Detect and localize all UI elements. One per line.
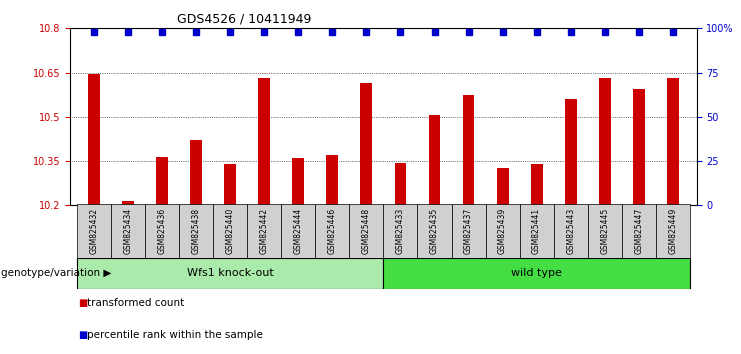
Bar: [633, 89, 645, 205]
Text: GSM825449: GSM825449: [668, 208, 677, 254]
Bar: [622, 204, 656, 258]
Bar: [384, 258, 690, 289]
Bar: [122, 201, 134, 205]
Bar: [88, 74, 100, 205]
Bar: [225, 164, 236, 205]
Text: GSM825441: GSM825441: [532, 208, 541, 254]
Text: GSM825432: GSM825432: [90, 208, 99, 254]
Bar: [394, 162, 406, 205]
Bar: [496, 169, 508, 205]
Text: GSM825446: GSM825446: [328, 208, 337, 254]
Text: GSM825448: GSM825448: [362, 208, 371, 254]
Bar: [588, 204, 622, 258]
Bar: [361, 83, 373, 205]
Text: GSM825447: GSM825447: [634, 208, 643, 254]
Bar: [213, 204, 247, 258]
Bar: [259, 79, 270, 205]
Text: GSM825439: GSM825439: [498, 208, 507, 254]
Bar: [417, 204, 451, 258]
Bar: [519, 204, 554, 258]
Bar: [350, 204, 384, 258]
Bar: [656, 204, 690, 258]
Text: GSM825442: GSM825442: [260, 208, 269, 254]
Bar: [462, 95, 474, 205]
Bar: [145, 204, 179, 258]
Bar: [667, 79, 679, 205]
Text: Wfs1 knock-out: Wfs1 knock-out: [187, 268, 273, 279]
Text: GSM825445: GSM825445: [600, 208, 609, 254]
Text: percentile rank within the sample: percentile rank within the sample: [87, 330, 263, 339]
Text: GSM825443: GSM825443: [566, 208, 575, 254]
Bar: [384, 204, 417, 258]
Text: GSM825440: GSM825440: [226, 208, 235, 254]
Bar: [179, 204, 213, 258]
Bar: [599, 79, 611, 205]
Text: ■: ■: [78, 298, 87, 308]
Bar: [428, 115, 440, 205]
Text: GSM825444: GSM825444: [294, 208, 303, 254]
Bar: [77, 258, 384, 289]
Bar: [282, 204, 316, 258]
Bar: [247, 204, 282, 258]
Bar: [554, 204, 588, 258]
Text: wild type: wild type: [511, 268, 562, 279]
Bar: [327, 155, 339, 205]
Bar: [531, 164, 542, 205]
Text: GSM825436: GSM825436: [158, 208, 167, 254]
Bar: [485, 204, 519, 258]
Bar: [451, 204, 485, 258]
Bar: [565, 99, 576, 205]
Text: GSM825433: GSM825433: [396, 208, 405, 254]
Text: GSM825435: GSM825435: [430, 208, 439, 254]
Bar: [156, 156, 168, 205]
Text: genotype/variation ▶: genotype/variation ▶: [1, 268, 112, 278]
Bar: [111, 204, 145, 258]
Text: ■: ■: [78, 330, 87, 339]
Bar: [190, 141, 202, 205]
Text: GSM825437: GSM825437: [464, 208, 473, 254]
Text: transformed count: transformed count: [87, 298, 185, 308]
Text: GSM825438: GSM825438: [192, 208, 201, 254]
Text: GSM825434: GSM825434: [124, 208, 133, 254]
Bar: [293, 158, 305, 205]
Bar: [77, 204, 111, 258]
Bar: [316, 204, 350, 258]
Text: GDS4526 / 10411949: GDS4526 / 10411949: [177, 13, 311, 26]
